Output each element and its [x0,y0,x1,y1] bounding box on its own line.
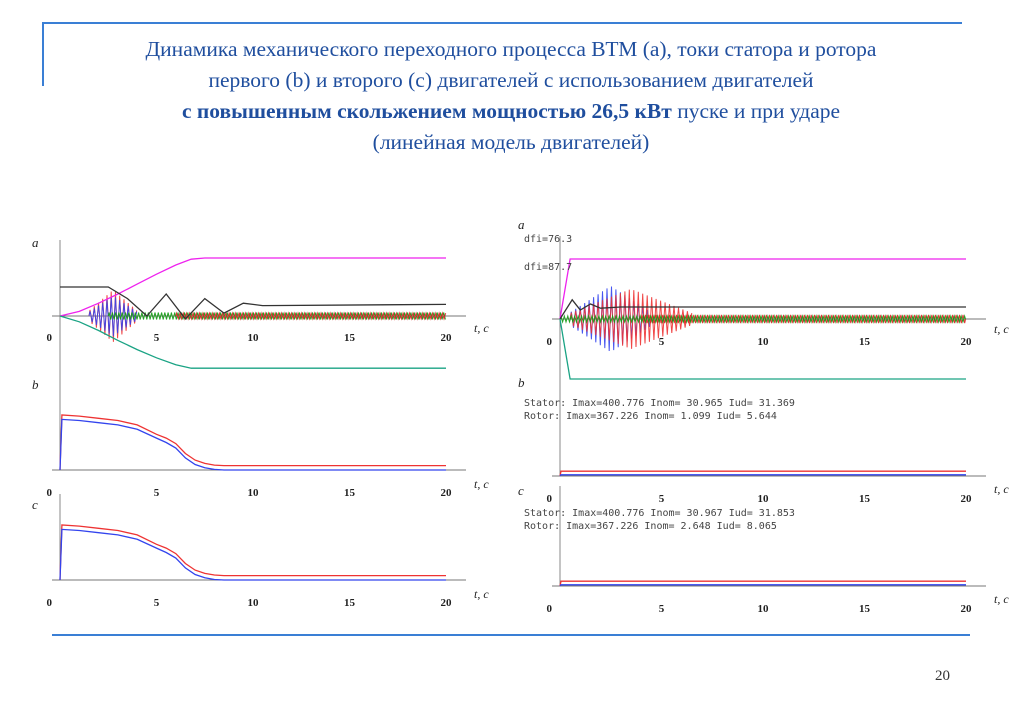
x-tick-label: 20 [441,332,453,344]
chart-panel-right-a: a t, c 0 5 10 15 20 dfi=76.3 dfi=87.7 [518,217,1009,400]
x-tick-label: 10 [758,603,770,615]
x-tick-label: 5 [659,336,665,348]
series-line-red [59,414,446,471]
title-bold-part: с повышенным скольжением мощностью 26,5 … [181,99,672,123]
oscillation-green [559,314,966,324]
slide-title: Динамика механического переходного проце… [60,34,962,158]
series-line-blue [559,584,966,587]
series-line-blue [59,528,446,581]
series-line-blue [559,474,966,477]
x-tick-label: 0 [547,603,553,615]
dfi-annotation: dfi=87.7 [524,262,572,273]
x-tick-label: 15 [344,597,356,609]
title-line-2: первого (b) и второго (с) двигателей с и… [208,68,814,92]
x-tick-label: 15 [344,332,356,344]
panel-label: a [518,217,525,232]
stats-line: Stator: Imax=400.776 Inom= 30.967 Iud= 3… [524,508,795,519]
series-line-red [559,580,966,587]
chart-panel-right-b: b t, c 0 5 10 15 20 Stator: Imax=400.776 Inom= … [518,375,1009,505]
series-line-magenta [59,257,446,317]
x-tick-label: 5 [154,332,160,344]
left-accent-bar [42,22,44,86]
x-tick-label: 15 [344,487,356,499]
x-tick-label: 20 [961,493,973,505]
x-tick-label: 15 [859,603,871,615]
oscillation-blue [88,296,138,337]
x-axis-label: t, c [994,482,1009,496]
x-tick-label: 10 [248,332,260,344]
series-line-red [559,470,966,477]
bottom-accent-line [52,634,970,636]
series-line-dark [559,298,966,320]
x-tick-label: 0 [547,336,553,348]
x-tick-label: 0 [47,332,53,344]
series-line-magenta [559,258,966,320]
series-line-red [59,524,446,581]
x-tick-label: 20 [961,336,973,348]
panel-label: a [32,235,39,250]
chart-panel-left-c: c t, c 0 5 10 15 20 [32,494,489,609]
oscillation-crimson [175,311,447,321]
chart-panel-right-c: c t, c 0 5 10 15 20 Stator: Imax=400.776 Inom= … [518,483,1009,615]
x-tick-label: 0 [47,487,53,499]
dfi-annotation: dfi=76.3 [524,234,572,245]
x-tick-label: 10 [248,487,260,499]
panel-label: c [32,497,38,512]
title-line-3-rest: пуске и при ударе [671,99,841,123]
panel-label: b [32,377,39,392]
stats-line: Rotor: Imax=367.226 Inom= 1.099 Iud= 5.6… [524,411,777,422]
title-line-1: Динамика механического переходного проце… [145,37,877,61]
x-tick-label: 0 [547,493,553,505]
series-line-dark [60,286,447,320]
x-tick-label: 5 [154,597,160,609]
x-tick-label: 10 [758,493,770,505]
title-line-3: с повышенным скольжением мощностью 26,5 … [60,96,962,127]
top-accent-line [44,22,962,24]
x-axis-label: t, c [994,322,1009,336]
stats-line: Stator: Imax=400.776 Inom= 30.965 Iud= 3… [524,398,795,409]
chart-panel-left-a: a t, c 0 5 10 15 20 [32,235,489,388]
x-tick-label: 10 [248,597,260,609]
x-tick-label: 20 [441,597,453,609]
page-number: 20 [935,668,950,684]
chart-panel-left-b: b t, c 0 5 10 15 20 [32,377,489,499]
x-axis-label: t, c [474,587,489,601]
oscillation-green [107,312,446,320]
x-axis-label: t, c [994,592,1009,606]
x-tick-label: 0 [47,597,53,609]
x-axis-label: t, c [474,321,489,335]
x-tick-label: 5 [659,493,665,505]
x-tick-label: 5 [659,603,665,615]
x-tick-label: 20 [441,487,453,499]
title-line-4: (линейная модель двигателей) [372,130,650,154]
x-tick-label: 5 [154,487,160,499]
x-tick-label: 15 [859,493,871,505]
panel-label: c [518,483,524,498]
stats-line: Rotor: Imax=367.226 Inom= 2.648 Iud= 8.0… [524,521,777,532]
x-axis-label: t, c [474,477,489,491]
x-tick-label: 15 [859,336,871,348]
series-line-teal [559,318,966,380]
panel-label: b [518,375,525,390]
series-line-teal [59,315,446,369]
x-tick-label: 10 [758,336,770,348]
x-tick-label: 20 [961,603,973,615]
series-line-blue [59,418,446,471]
